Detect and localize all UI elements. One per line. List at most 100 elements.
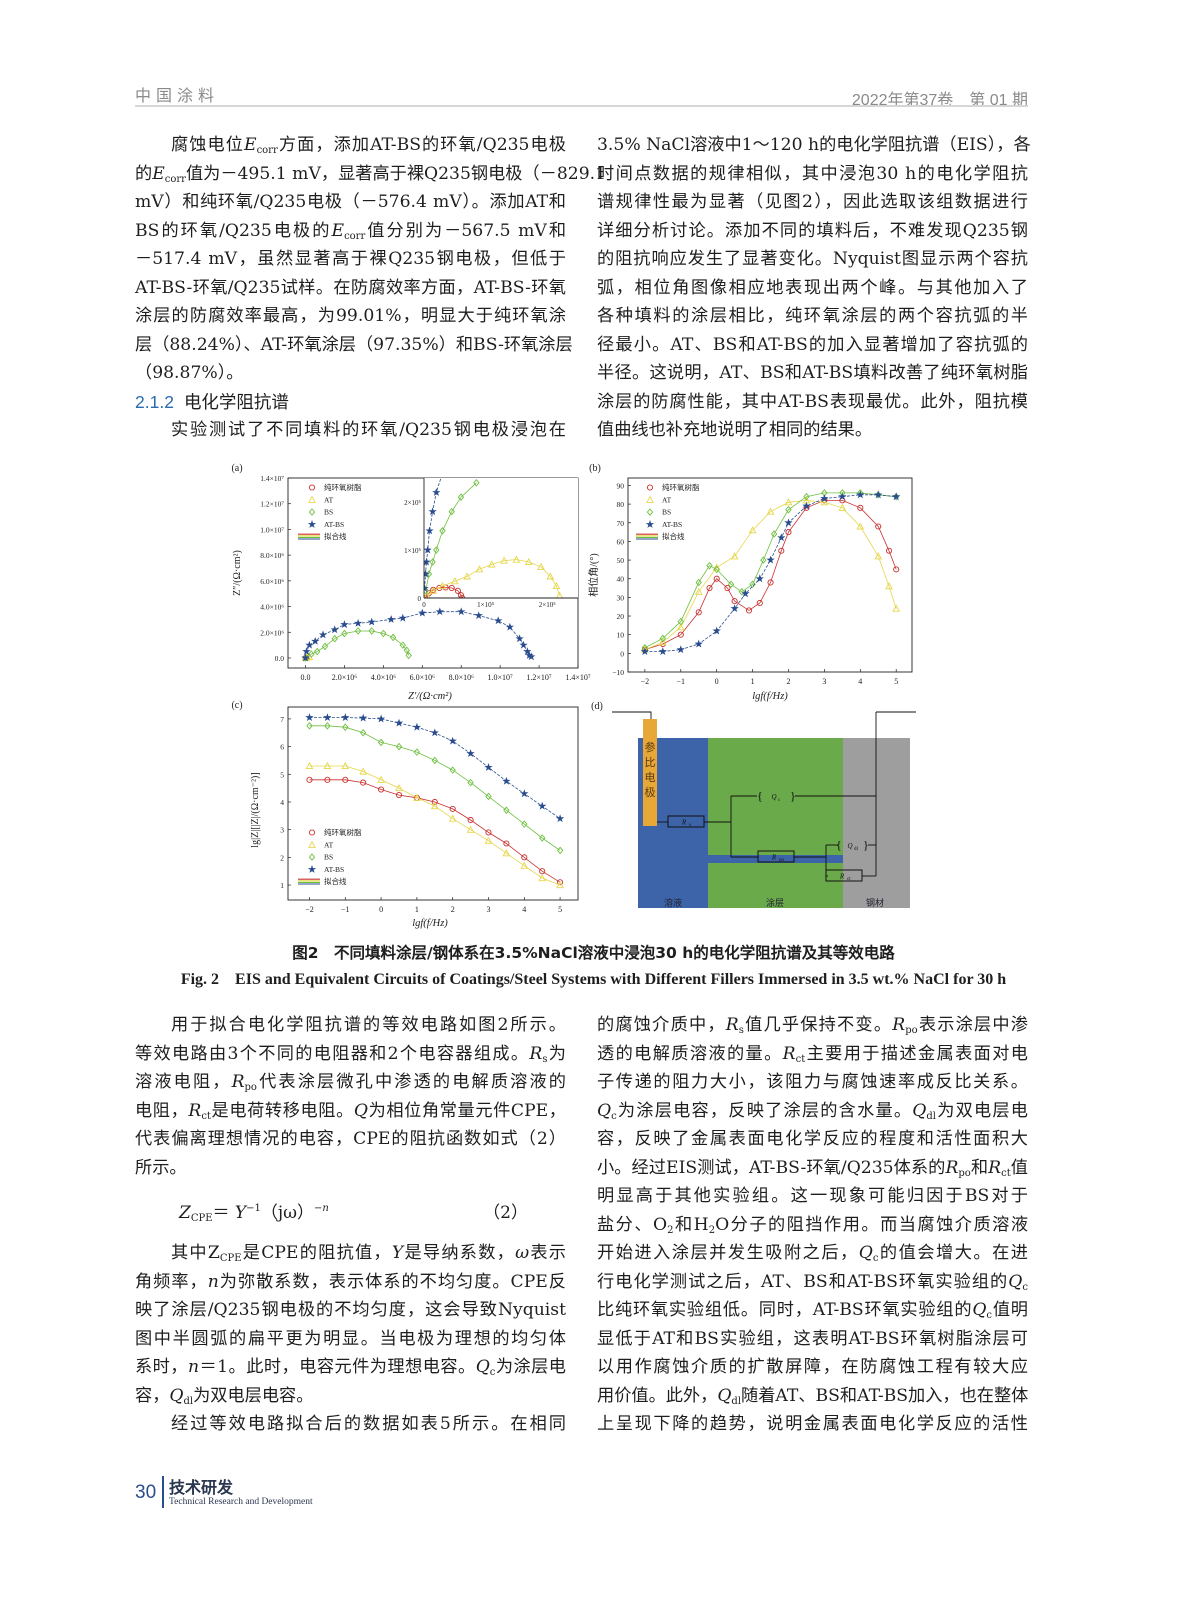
data-point-pure <box>893 566 900 573</box>
legend-marker-AT <box>646 495 654 503</box>
legend-marker-AT <box>308 840 316 848</box>
text-run: 表示 <box>529 1243 566 1263</box>
data-point-BS <box>389 633 397 642</box>
text-run: 显低于AT和BS实验组，这表明AT-BS环氧树脂涂层可 <box>597 1328 1028 1349</box>
equation-part: −n <box>314 1203 329 1214</box>
data-point-pure <box>485 829 492 836</box>
text-line: 弧，相位角图像相应地表现出两个峰。与其他加入了 <box>597 274 1028 303</box>
text-run: 各种填料的涂层相比，纯环氧涂层的两个容抗弧的半 <box>597 306 1028 326</box>
data-point-AT <box>712 563 721 571</box>
data-point-AT <box>463 572 471 580</box>
reference-electrode-label: 参比电极 <box>644 741 656 799</box>
text-run: 以用作腐蚀介质的扩散屏障，在防腐蚀工程有较大应 <box>597 1357 1028 1377</box>
text-line: 所示。 <box>135 1154 566 1183</box>
data-point-AT <box>424 591 431 598</box>
data-point-ATBS <box>766 555 775 564</box>
data-point-ATBS <box>694 639 703 648</box>
data-point-AT <box>892 604 901 612</box>
y-tick-label: 90 <box>617 481 625 490</box>
data-point-BS <box>467 778 474 787</box>
text-run: 值几乎保持不变。 <box>743 1015 893 1035</box>
data-point-pure <box>431 798 438 806</box>
legend: 纯环氧树脂 AT BS AT-BS 拟合线 <box>298 482 362 541</box>
inset-y-tick-label: 2×10⁵ <box>404 499 421 507</box>
element-subscript: dl <box>854 847 859 852</box>
y-tick-label: 1.2×10⁷ <box>260 500 284 509</box>
data-point-BS <box>738 587 746 596</box>
text-run: 等效电路由3个不同的电阻器和2个电容器组成。 <box>135 1043 530 1064</box>
math-symbol: Q <box>972 1300 987 1320</box>
text-run: 的值会增大。在进 <box>878 1243 1028 1263</box>
fit-line-BS <box>644 492 897 649</box>
inset-x-tick-label: 0 <box>422 601 426 609</box>
text-line: 3.5% NaCl溶液中1～120 h的电化学阻抗谱（EIS），各 <box>597 131 1031 160</box>
text-run: 的 <box>135 163 153 184</box>
data-point-ATBS <box>493 616 503 625</box>
text-run: 用于拟合电化学阻抗谱的等效电路如图2所示。 <box>171 1015 566 1035</box>
panel-label: (a) <box>231 463 242 474</box>
element-subscript: ct <box>847 877 851 882</box>
text-line: 显低于AT和BS实验组，这表明AT-BS环氧树脂涂层可 <box>597 1325 1028 1354</box>
y-tick-label: 60 <box>617 537 625 546</box>
text-run: 其中 <box>171 1243 208 1263</box>
legend-label: AT-BS <box>324 520 344 529</box>
data-point-ATBS <box>432 488 441 496</box>
data-point-ATBS <box>412 722 421 731</box>
section-title: 电化学阻抗谱 <box>183 392 289 413</box>
text-run: 和H <box>673 1214 709 1235</box>
math-symbol: R <box>188 1100 202 1121</box>
text-line: 经过等效电路拟合后的数据如表5所示。在相同 <box>135 1410 566 1439</box>
text-run: 是电荷转移电阻。 <box>210 1100 354 1121</box>
fit-line-AT <box>309 765 561 886</box>
data-point-AT <box>429 586 438 594</box>
journal-name: 中国涂料 <box>135 86 220 105</box>
data-point-ATBS <box>394 718 404 727</box>
text-line: 行电化学测试之后，AT、BS和AT-BS环氧实验组的Qc <box>597 1268 1028 1297</box>
subscript: s <box>738 1025 744 1036</box>
data-point-pure <box>454 587 461 594</box>
data-point-BS <box>429 558 436 566</box>
text-line: （98.87%）。 <box>135 359 566 388</box>
data-point-AT <box>395 784 403 792</box>
data-point-AT <box>512 555 521 563</box>
text-run: 值 <box>1010 1157 1028 1178</box>
text-run: 为相位角常量元件CPE， <box>367 1100 566 1121</box>
data-point-ATBS <box>784 518 793 527</box>
data-point-AT <box>546 572 555 580</box>
data-point-BS <box>368 627 375 635</box>
x-tick-label: 3 <box>486 905 490 914</box>
legend-label: BS <box>662 508 671 517</box>
text-run: 为 <box>547 1043 567 1064</box>
data-point-pure <box>448 584 455 591</box>
x-tick-label: 5 <box>894 677 898 686</box>
text-run: 3.5% NaCl溶液中1～120 h的电化学阻抗谱（EIS），各 <box>597 135 1031 155</box>
y-tick-label: 50 <box>617 556 625 565</box>
x-tick-label: 1 <box>415 905 419 914</box>
data-point-ATBS <box>341 713 350 722</box>
text-run: 容， <box>135 1385 170 1406</box>
inset-x-tick-label: 1×10⁵ <box>477 601 494 609</box>
text-run: －517.4 mV，虽然显著高于裸Q235钢电极，但低于 <box>135 249 566 269</box>
y-tick-label: 6.0×10⁶ <box>260 577 284 586</box>
data-point-AT <box>766 507 775 515</box>
text-line: 的Ecorr值为－495.1 mV，显著高于裸Q235钢电极（－829.1 <box>135 160 606 189</box>
text-run: 径最小。AT、BS和AT-BS的加入显著增加了容抗弧的 <box>597 334 1028 355</box>
series-ATBS <box>424 478 442 592</box>
subscript: po <box>244 1082 257 1093</box>
data-point-pure <box>875 523 882 530</box>
data-point-BS <box>314 647 321 656</box>
element-subscript: c <box>778 798 781 803</box>
header-rule <box>135 105 1028 107</box>
text-run: 盐分、O <box>597 1214 668 1235</box>
text-line: 各种填料的涂层相比，纯环氧涂层的两个容抗弧的半 <box>597 302 1028 331</box>
text-line: Qc为涂层电容，反映了涂层的含水量。Qdl为双电层电 <box>597 1097 1028 1126</box>
subscript: 2 <box>708 1224 716 1236</box>
text-line: 容，反映了金属表面电化学反应的程度和活性面积大 <box>597 1125 1028 1154</box>
text-run: 值明 <box>992 1300 1028 1320</box>
text-run: 谱规律性最为显著（见图2），因此选取该组数据进行 <box>597 192 1028 212</box>
data-point-AT <box>430 802 439 810</box>
data-point-AT <box>874 552 883 560</box>
legend-label: 纯环氧树脂 <box>324 482 362 492</box>
x-tick-label: 5 <box>558 905 562 914</box>
